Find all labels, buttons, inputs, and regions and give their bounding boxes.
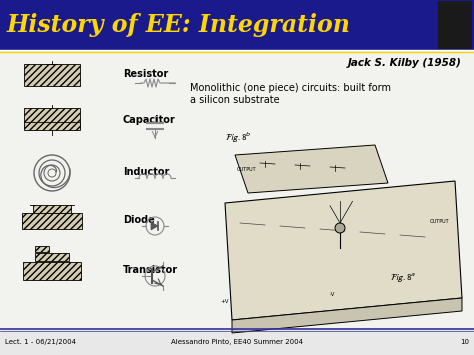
Text: Resistor: Resistor — [123, 69, 168, 79]
Text: $\mathcal{Fig.8}^a$: $\mathcal{Fig.8}^a$ — [390, 271, 416, 284]
Polygon shape — [151, 222, 158, 230]
Bar — [24, 122, 80, 130]
Bar — [35, 253, 69, 261]
Text: Capacitor: Capacitor — [123, 115, 176, 125]
Bar — [35, 246, 49, 252]
Text: Transistor: Transistor — [123, 265, 178, 275]
Text: OUTPUT: OUTPUT — [430, 219, 450, 224]
Polygon shape — [225, 181, 462, 320]
Bar — [0, 53, 474, 328]
Text: Lect. 1 - 06/21/2004: Lect. 1 - 06/21/2004 — [5, 339, 76, 345]
Text: History of EE: Integration: History of EE: Integration — [7, 13, 351, 37]
Text: Inductor: Inductor — [123, 167, 169, 177]
Bar — [33, 205, 71, 213]
Text: -V: -V — [330, 292, 336, 297]
Bar — [23, 262, 81, 280]
Text: +V: +V — [220, 299, 228, 304]
Text: a silicon substrate: a silicon substrate — [190, 95, 280, 105]
Bar — [24, 108, 80, 128]
Bar — [24, 64, 80, 86]
Polygon shape — [232, 298, 462, 333]
Bar — [438, 1, 472, 49]
Text: 10: 10 — [460, 339, 469, 345]
Text: Jack S. Kilby (1958): Jack S. Kilby (1958) — [348, 58, 462, 68]
Bar — [0, 329, 474, 355]
Text: Alessandro Pinto, EE40 Summer 2004: Alessandro Pinto, EE40 Summer 2004 — [171, 339, 303, 345]
Text: Diode: Diode — [123, 215, 155, 225]
Bar — [22, 213, 82, 229]
Bar — [0, 0, 474, 50]
Text: Monolithic (one piece) circuits: built form: Monolithic (one piece) circuits: built f… — [190, 83, 391, 93]
Text: OUTPUT: OUTPUT — [237, 167, 256, 172]
Circle shape — [335, 223, 345, 233]
Polygon shape — [235, 145, 388, 193]
Text: $\mathcal{Fig.8}^b$: $\mathcal{Fig.8}^b$ — [225, 131, 252, 145]
